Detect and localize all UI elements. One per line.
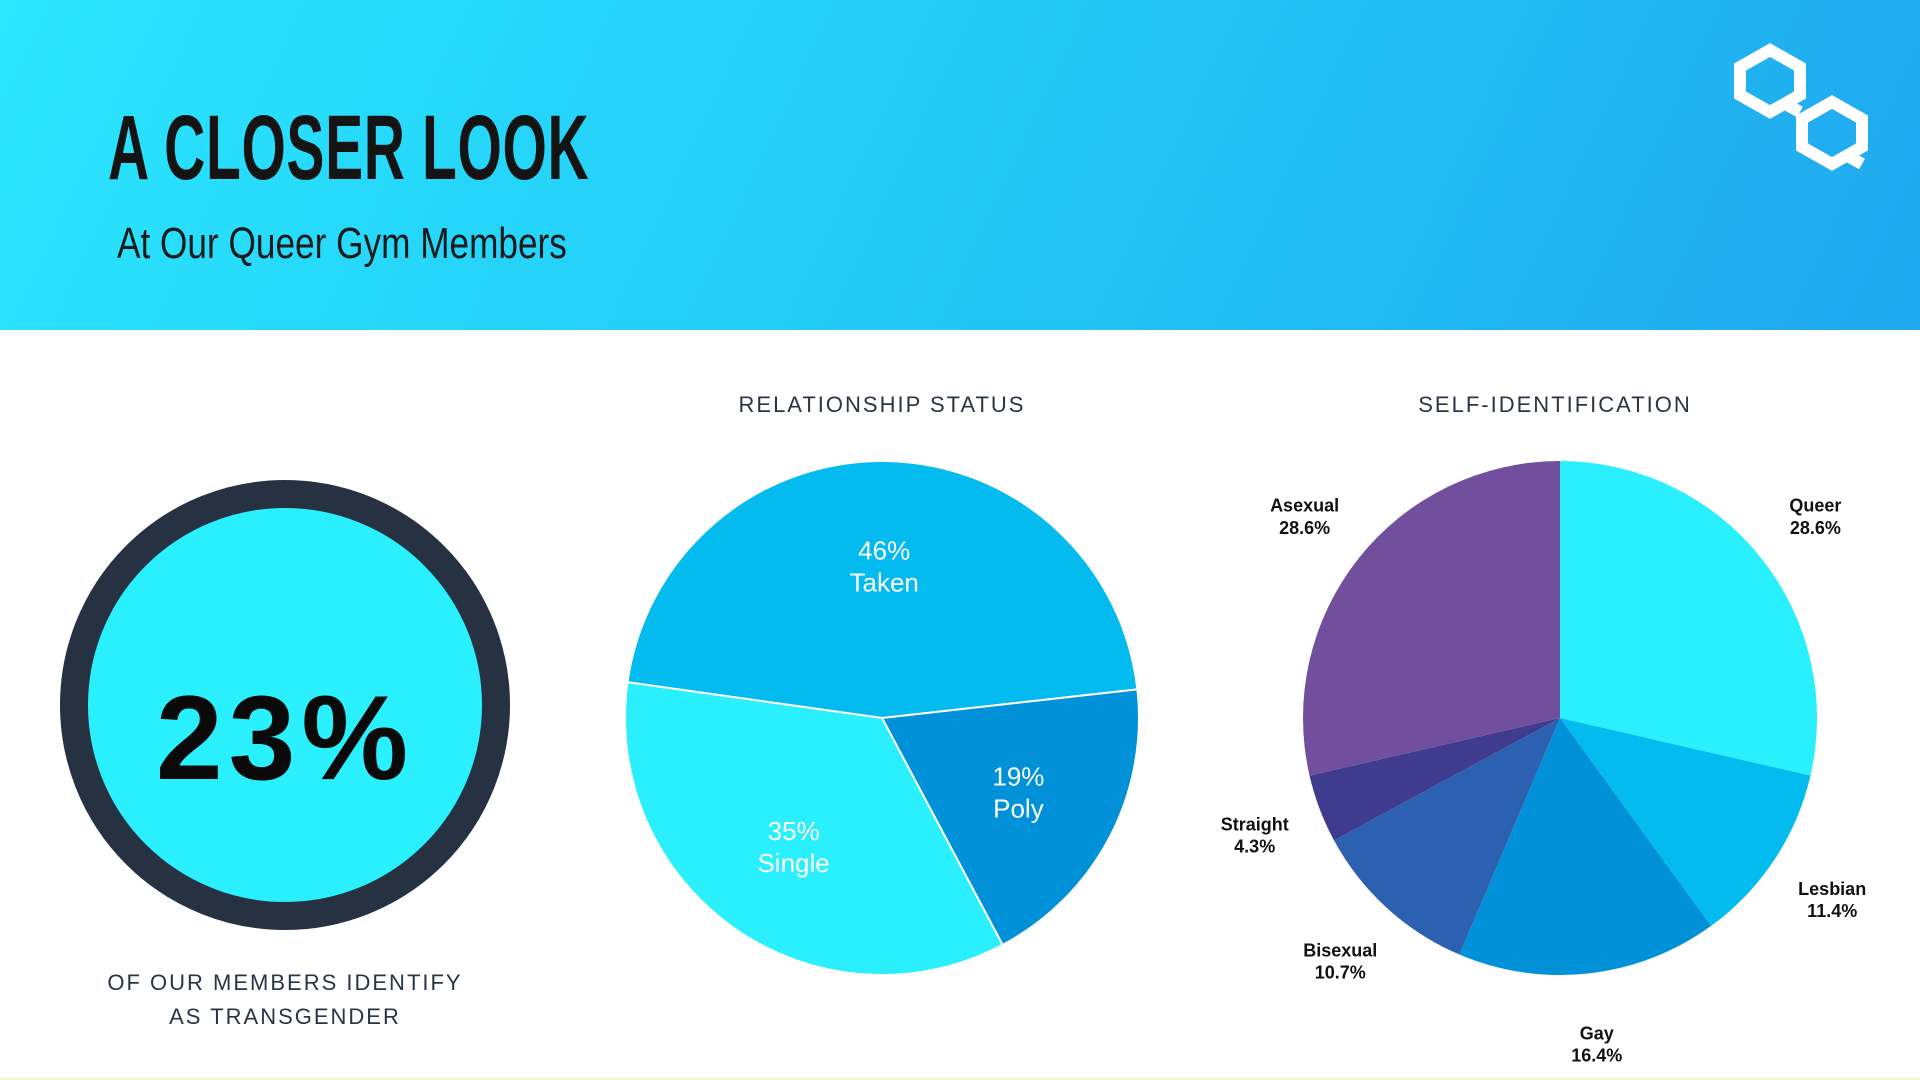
relationship-label-poly: 19% Poly xyxy=(992,762,1044,824)
relationship-label-taken-line1: 46% xyxy=(858,535,910,565)
relationship-label-poly-line2: Poly xyxy=(993,794,1044,824)
identity-label-bisexual-line1: Bisexual xyxy=(1303,940,1377,960)
identity-slice-straight xyxy=(1309,718,1560,841)
relationship-label-taken-line2: Taken xyxy=(850,568,919,598)
relationship-label-single: 35% Single xyxy=(757,816,829,878)
page-subtitle: At Our Queer Gym Members xyxy=(117,219,567,268)
identity-label-queer: Queer 28.6% xyxy=(1789,496,1841,538)
qq-monogram-icon xyxy=(1734,43,1868,171)
identity-label-asexual-line1: Asexual xyxy=(1270,496,1339,516)
relationship-slice-single xyxy=(624,681,1005,976)
relationship-slice-poly xyxy=(880,688,1140,947)
identity-label-bisexual-line2: 10.7% xyxy=(1315,963,1366,983)
relationship-chart-title: RELATIONSHIP STATUS xyxy=(738,392,1026,417)
identity-label-straight-line2: 4.3% xyxy=(1234,837,1275,857)
caption-line-1: OF OUR MEMBERS IDENTIFY xyxy=(107,970,463,995)
relationship-label-poly-line1: 19% xyxy=(992,762,1044,792)
header-banner: A CLOSER LOOK At Our Queer Gym Members xyxy=(0,0,1920,330)
relationship-label-taken: 46% Taken xyxy=(850,535,919,597)
transgender-stat-caption: OF OUR MEMBERS IDENTIFY AS TRANSGENDER xyxy=(60,966,510,1034)
identity-label-gay-line2: 16.4% xyxy=(1571,1046,1622,1066)
identity-slice-queer xyxy=(1560,461,1817,776)
identity-label-straight: Straight 4.3% xyxy=(1221,814,1289,856)
identity-label-gay: Gay 16.4% xyxy=(1571,1023,1622,1065)
identity-label-lesbian-line1: Lesbian xyxy=(1798,879,1866,899)
caption-line-2: AS TRANSGENDER xyxy=(169,1004,401,1029)
identity-label-straight-line1: Straight xyxy=(1221,814,1289,834)
transgender-stat-value: 23% xyxy=(155,671,415,805)
relationship-slice-taken xyxy=(626,460,1139,720)
identity-slice-gay xyxy=(1459,718,1712,976)
page-title: A CLOSER LOOK xyxy=(108,97,590,199)
bottom-divider xyxy=(0,1078,1920,1080)
identity-label-gay-line1: Gay xyxy=(1580,1023,1614,1043)
relationship-label-single-line1: 35% xyxy=(768,816,820,846)
identity-slice-asexual xyxy=(1303,461,1560,776)
identity-label-queer-line1: Queer xyxy=(1789,496,1841,516)
identity-chart-title: SELF-IDENTIFICATION xyxy=(1418,392,1692,417)
identity-label-lesbian-line2: 11.4% xyxy=(1807,901,1857,921)
identity-slice-bisexual xyxy=(1334,718,1560,955)
relationship-label-single-line2: Single xyxy=(757,848,829,878)
identity-label-lesbian: Lesbian 11.4% xyxy=(1798,879,1866,921)
identity-label-asexual: Asexual 28.6% xyxy=(1270,496,1339,538)
identity-label-bisexual: Bisexual 10.7% xyxy=(1303,940,1377,982)
identity-label-queer-line2: 28.6% xyxy=(1790,518,1841,538)
identity-slice-lesbian xyxy=(1560,718,1811,926)
identity-label-asexual-line2: 28.6% xyxy=(1279,518,1330,538)
